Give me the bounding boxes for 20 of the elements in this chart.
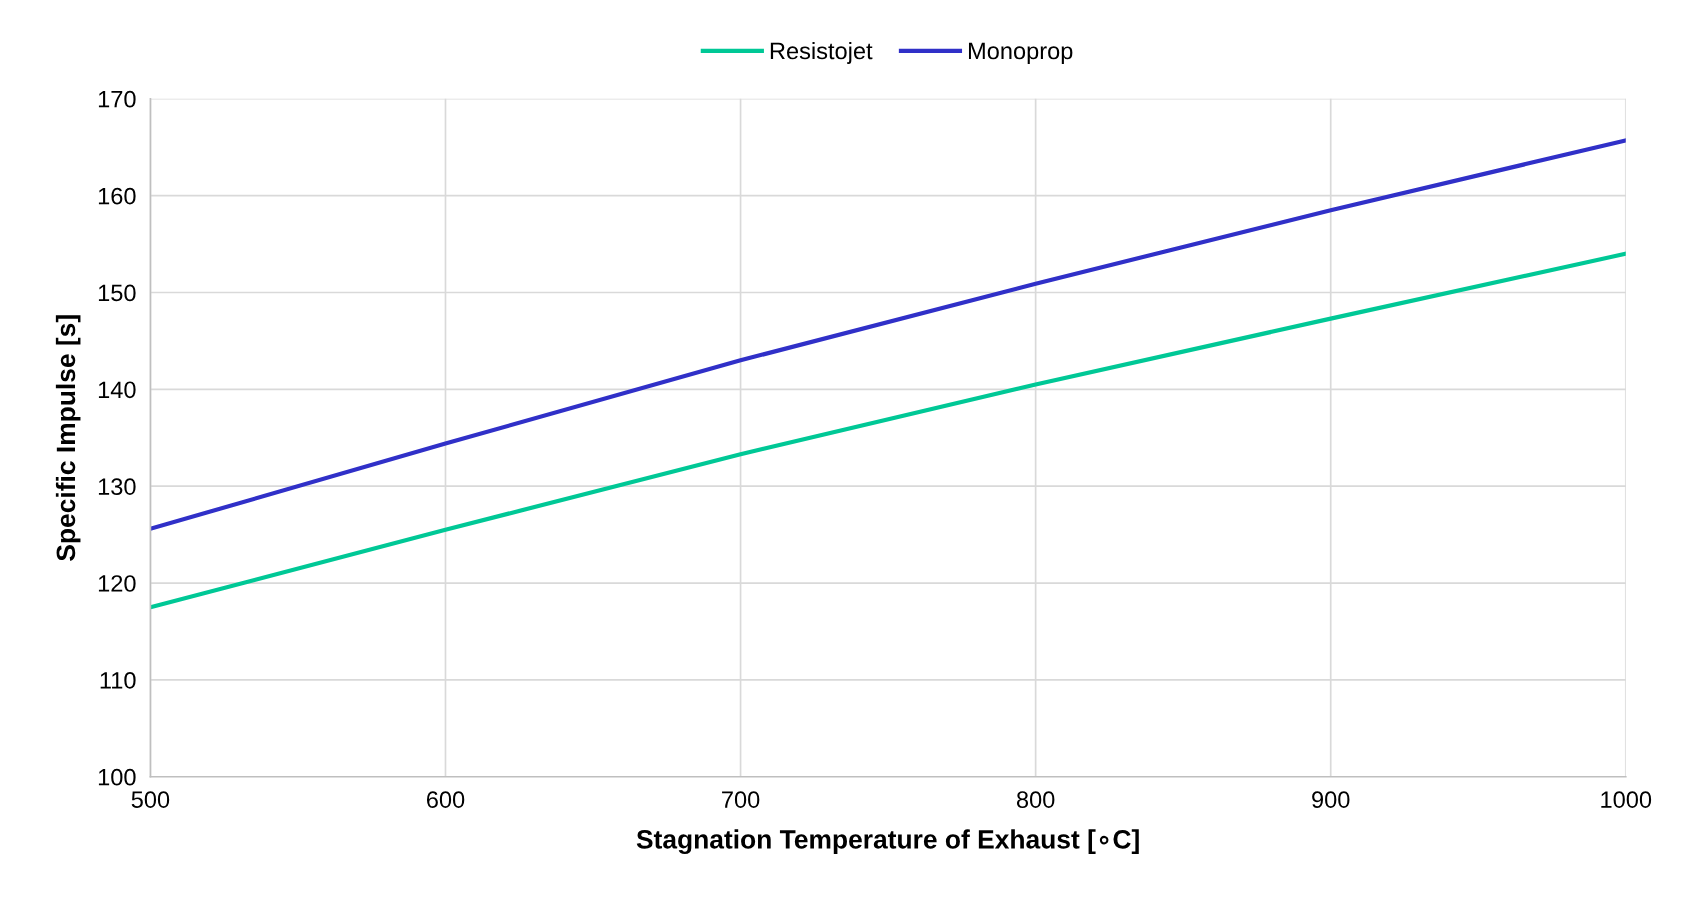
legend-label: Resistojet [770, 41, 873, 64]
line-series [150, 138, 1626, 531]
x-axis-title: Stagnation Temperature of Exhaust [∘C] [636, 829, 1139, 855]
y-tick-label: 150 [98, 284, 136, 302]
y-tick-label: 170 [98, 90, 136, 108]
legend-label: Monoprop [968, 42, 1073, 64]
y-tick-label: 100 [98, 768, 136, 786]
x-tick-label: 600 [426, 791, 465, 808]
x-tick-label: 800 [1016, 791, 1055, 808]
line-series [150, 251, 1626, 610]
y-axis-title: Specific Impulse [s] [55, 315, 81, 561]
y-tick-label: 120 [98, 575, 136, 592]
y-tick-label: 140 [98, 381, 136, 399]
x-tick-label: 1000 [1601, 791, 1652, 808]
y-tick-label: 110 [100, 671, 136, 689]
x-tick-label: 500 [131, 791, 170, 808]
y-tick-label: 160 [98, 187, 136, 205]
x-tick-label: 900 [1312, 791, 1350, 808]
x-tick-label: 700 [722, 791, 760, 808]
y-tick-label: 130 [98, 478, 136, 495]
